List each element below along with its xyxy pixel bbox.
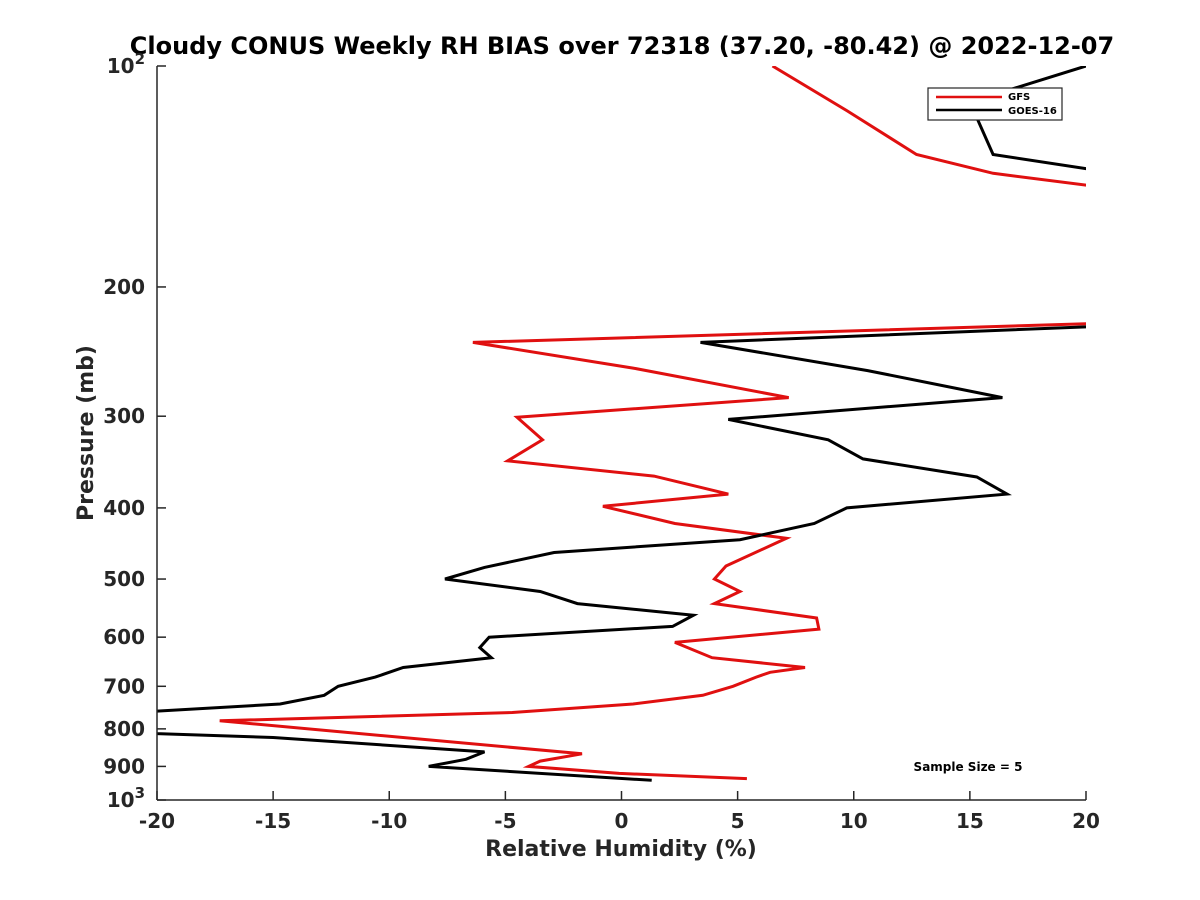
legend-label-goes16: GOES-16 [1008,106,1057,117]
x-tick-label: 0 [615,809,629,833]
x-axis-label: Relative Humidity (%) [485,837,757,862]
legend: GFS GOES-16 [927,87,1063,121]
y-tick-label: 400 [103,496,145,520]
y-tick-label: 102 [107,50,145,78]
series-line-goes-16 [157,66,1086,782]
x-ticks: -20 -15 -10 -5 0 5 10 15 20 [139,791,1100,833]
y-tick-label: 800 [103,717,145,741]
x-tick-label: 5 [731,809,745,833]
x-tick-label: -20 [139,809,175,833]
series-line-gfs [219,66,1086,781]
axes [156,66,1086,801]
x-tick-label: -15 [255,809,291,833]
chart-title: Cloudy CONUS Weekly RH BIAS over 72318 (… [130,32,1114,60]
y-tick-label: 700 [103,674,145,698]
x-tick-label: -10 [371,809,407,833]
y-ticks: 102 200 300 400 500 600 700 800 900 103 [103,50,166,812]
y-tick-label: 900 [103,754,145,778]
y-tick-label: 500 [103,567,145,591]
sample-size-annotation: Sample Size = 5 [914,760,1023,774]
legend-label-gfs: GFS [1008,92,1030,103]
y-tick-label: 600 [103,625,145,649]
y-tick-label: 200 [103,275,145,299]
x-tick-label: 10 [840,809,868,833]
series-layer [157,66,1086,782]
y-axis-label: Pressure (mb) [74,345,99,521]
legend-box [927,87,1063,121]
y-tick-label: 103 [107,784,145,812]
x-tick-label: 15 [956,809,984,833]
y-tick-label: 300 [103,404,145,428]
x-tick-label: -5 [494,809,516,833]
x-tick-label: 20 [1072,809,1100,833]
